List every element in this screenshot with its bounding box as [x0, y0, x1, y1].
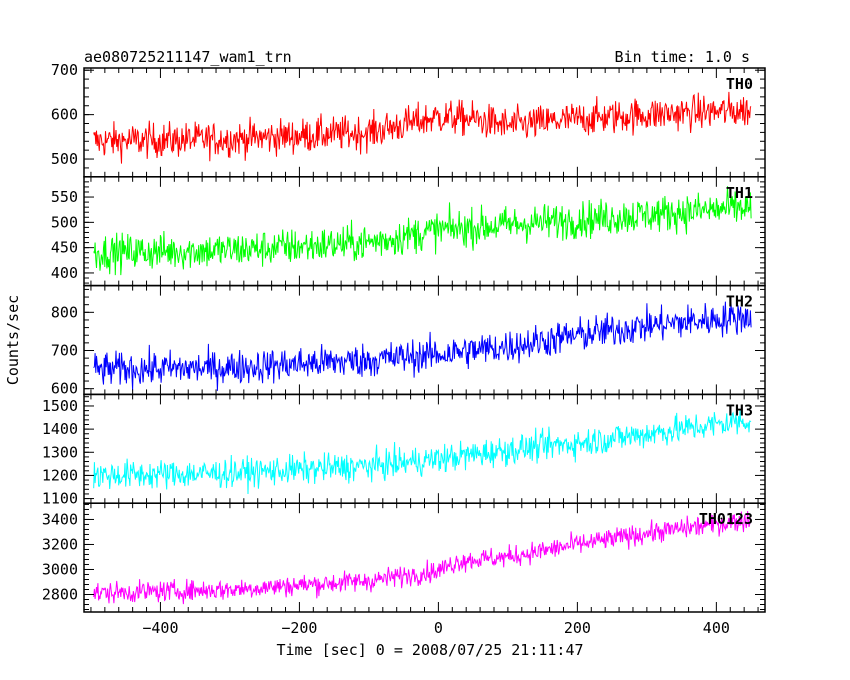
chart-title: ae080725211147_wam1_trn: [84, 48, 292, 66]
y-tick-label: 500: [51, 150, 78, 168]
y-tick-label: 2800: [42, 585, 78, 603]
panel-label-th0: TH0: [726, 75, 753, 93]
y-tick-label: 1200: [42, 466, 78, 484]
x-axis-label: Time [sec] 0 = 2008/07/25 21:11:47: [276, 641, 583, 659]
y-tick-label: 400: [51, 264, 78, 282]
y-tick-label: 3400: [42, 510, 78, 528]
panel-frame-th3: [83, 393, 766, 504]
x-tick-label: 0: [434, 619, 443, 637]
y-tick-label: 1100: [42, 490, 78, 508]
bin-time-label: Bin time: 1.0 s: [615, 48, 750, 66]
series-line-th1: [93, 186, 752, 276]
x-tick-label: −400: [142, 619, 178, 637]
y-tick-label: 500: [51, 213, 78, 231]
y-tick-label: 1500: [42, 397, 78, 415]
y-tick-label: 1300: [42, 443, 78, 461]
y-tick-label: 600: [51, 380, 78, 398]
y-tick-label: 450: [51, 239, 78, 257]
panel-label-th3: TH3: [726, 401, 753, 419]
y-tick-label: 700: [51, 61, 78, 79]
series-line-th0: [93, 91, 752, 164]
y-tick-label: 700: [51, 341, 78, 359]
panel-label-th2: TH2: [726, 293, 753, 311]
panel-label-th0123: TH0123: [699, 510, 753, 528]
y-axis-label: Counts/sec: [4, 295, 22, 385]
x-tick-label: 200: [564, 619, 591, 637]
series-line-th0123: [93, 511, 752, 605]
series-line-th2: [93, 301, 752, 391]
x-tick-label: −200: [281, 619, 317, 637]
series-line-th3: [93, 409, 752, 495]
y-tick-label: 3200: [42, 535, 78, 553]
y-tick-label: 550: [51, 188, 78, 206]
y-tick-label: 3000: [42, 560, 78, 578]
panel-label-th1: TH1: [726, 184, 753, 202]
y-tick-label: 800: [51, 303, 78, 321]
y-tick-label: 600: [51, 106, 78, 124]
y-tick-label: 1400: [42, 420, 78, 438]
panels-group: 500 600 700 TH0 400 450 500 550 TH1 600 700 800 TH2 1…: [42, 61, 766, 637]
x-tick-label: 400: [703, 619, 730, 637]
